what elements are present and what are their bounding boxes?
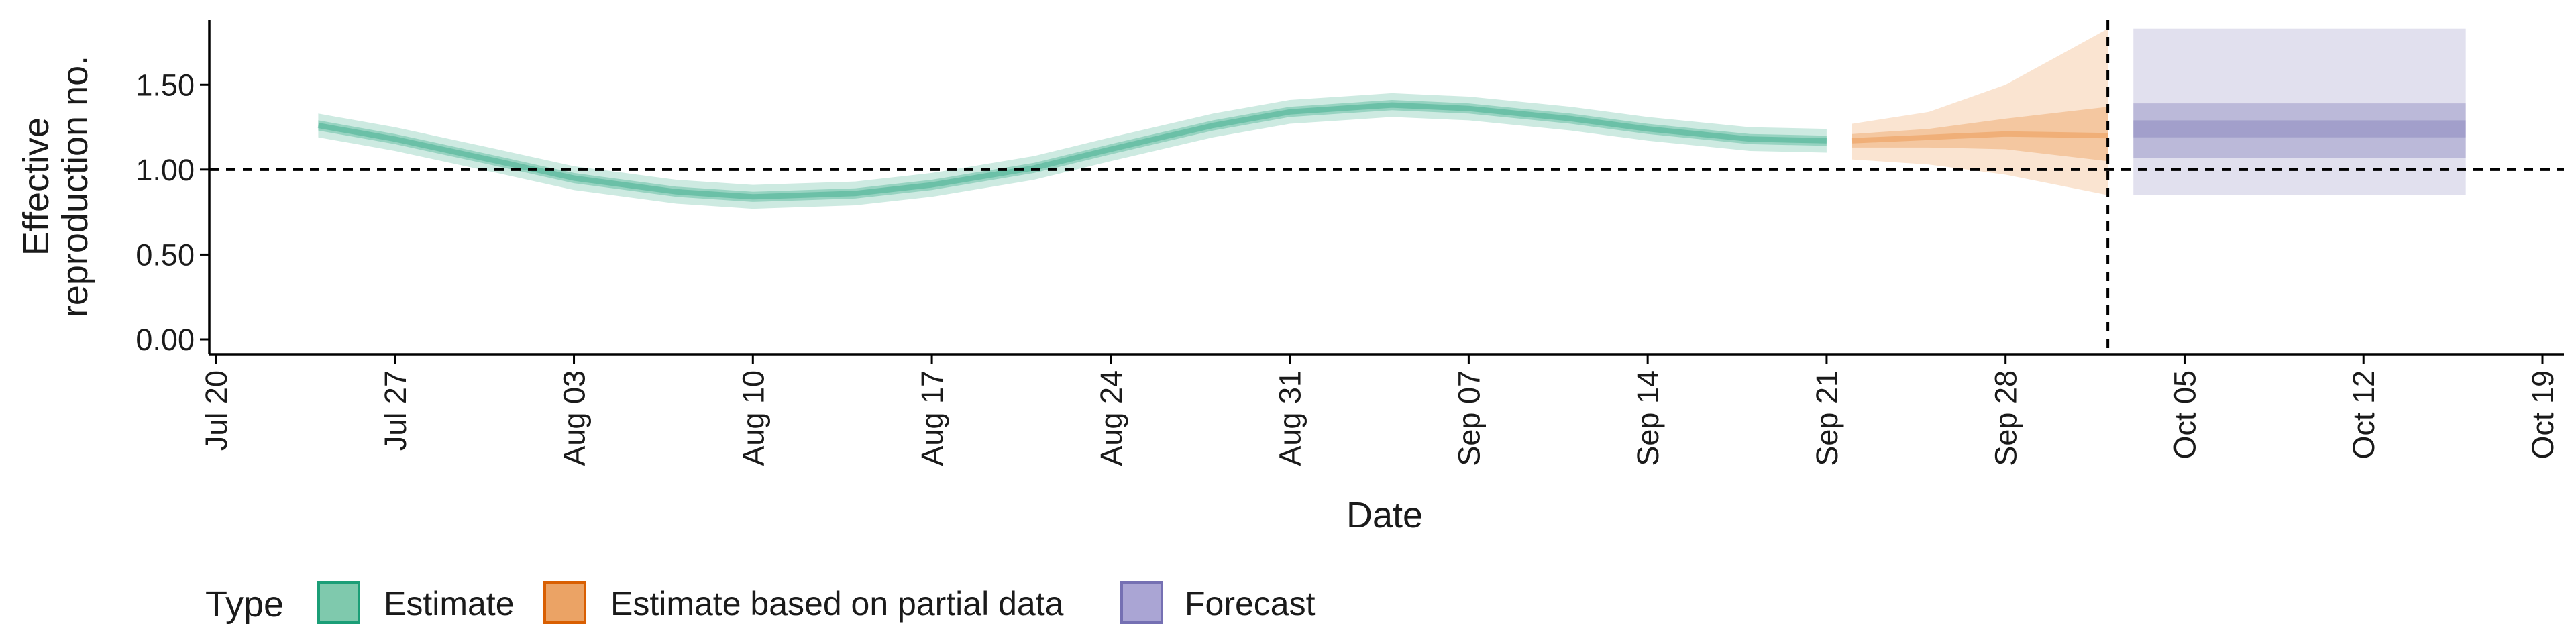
x-tick-label: Oct 19 bbox=[2526, 370, 2560, 460]
forecast-90-band bbox=[2133, 28, 2466, 195]
x-tick-label: Aug 03 bbox=[557, 370, 592, 466]
legend-key-2 bbox=[1120, 581, 1163, 624]
forecast-50-band bbox=[2133, 103, 2466, 158]
legend-label: Forecast bbox=[1185, 585, 1316, 623]
x-tick-label: Sep 07 bbox=[1452, 370, 1486, 466]
y-axis-label-line: reproduction no. bbox=[55, 56, 95, 317]
median-line bbox=[1851, 131, 2108, 144]
reference-lines bbox=[209, 20, 2564, 354]
legend-label: Estimate bbox=[384, 585, 515, 623]
x-tick-label: Aug 24 bbox=[1094, 370, 1128, 466]
y-tick-label: 0.00 bbox=[136, 323, 195, 357]
legend-key-1 bbox=[543, 581, 586, 624]
legend-title: Type bbox=[205, 584, 284, 625]
x-tick-label: Oct 05 bbox=[2167, 370, 2202, 460]
y-tick-label: 1.00 bbox=[136, 153, 195, 187]
forecast-median-band bbox=[2133, 120, 2466, 138]
median-line bbox=[317, 102, 1827, 200]
legend-key-0 bbox=[317, 581, 360, 624]
axes: 0.00 0.50 1.00 1.50 Jul 20 Jul 27 Aug 03 Aug 10… bbox=[136, 20, 2564, 466]
y-tick-label: 1.50 bbox=[136, 68, 195, 102]
x-tick-label: Aug 17 bbox=[915, 370, 949, 466]
x-tick-label: Jul 20 bbox=[199, 370, 233, 451]
x-tick-label: Aug 31 bbox=[1273, 370, 1307, 466]
x-tick-label: Sep 14 bbox=[1631, 370, 1665, 466]
y-axis-label-line: Effective bbox=[16, 117, 56, 256]
x-tick-label: Sep 28 bbox=[1989, 370, 2023, 466]
series-2 bbox=[2133, 28, 2466, 195]
ribbon-layer bbox=[317, 28, 2466, 209]
x-tick-label: Sep 21 bbox=[1810, 370, 1844, 466]
x-tick-label: Oct 12 bbox=[2347, 370, 2381, 460]
legend-label: Estimate based on partial data bbox=[610, 585, 1064, 623]
x-tick-label: Aug 10 bbox=[736, 370, 770, 466]
x-tick-label: Jul 27 bbox=[378, 370, 413, 451]
legend: Type Estimate Estimate based on partial da… bbox=[205, 581, 1316, 625]
ci90-band bbox=[318, 93, 1827, 209]
series-1 bbox=[1851, 28, 2108, 195]
ci90-band bbox=[1852, 28, 2108, 195]
x-axis-label: Date bbox=[1346, 495, 1423, 535]
y-tick-label: 0.50 bbox=[136, 237, 195, 272]
series-0 bbox=[317, 93, 1827, 209]
ci50-band bbox=[1852, 107, 2108, 162]
